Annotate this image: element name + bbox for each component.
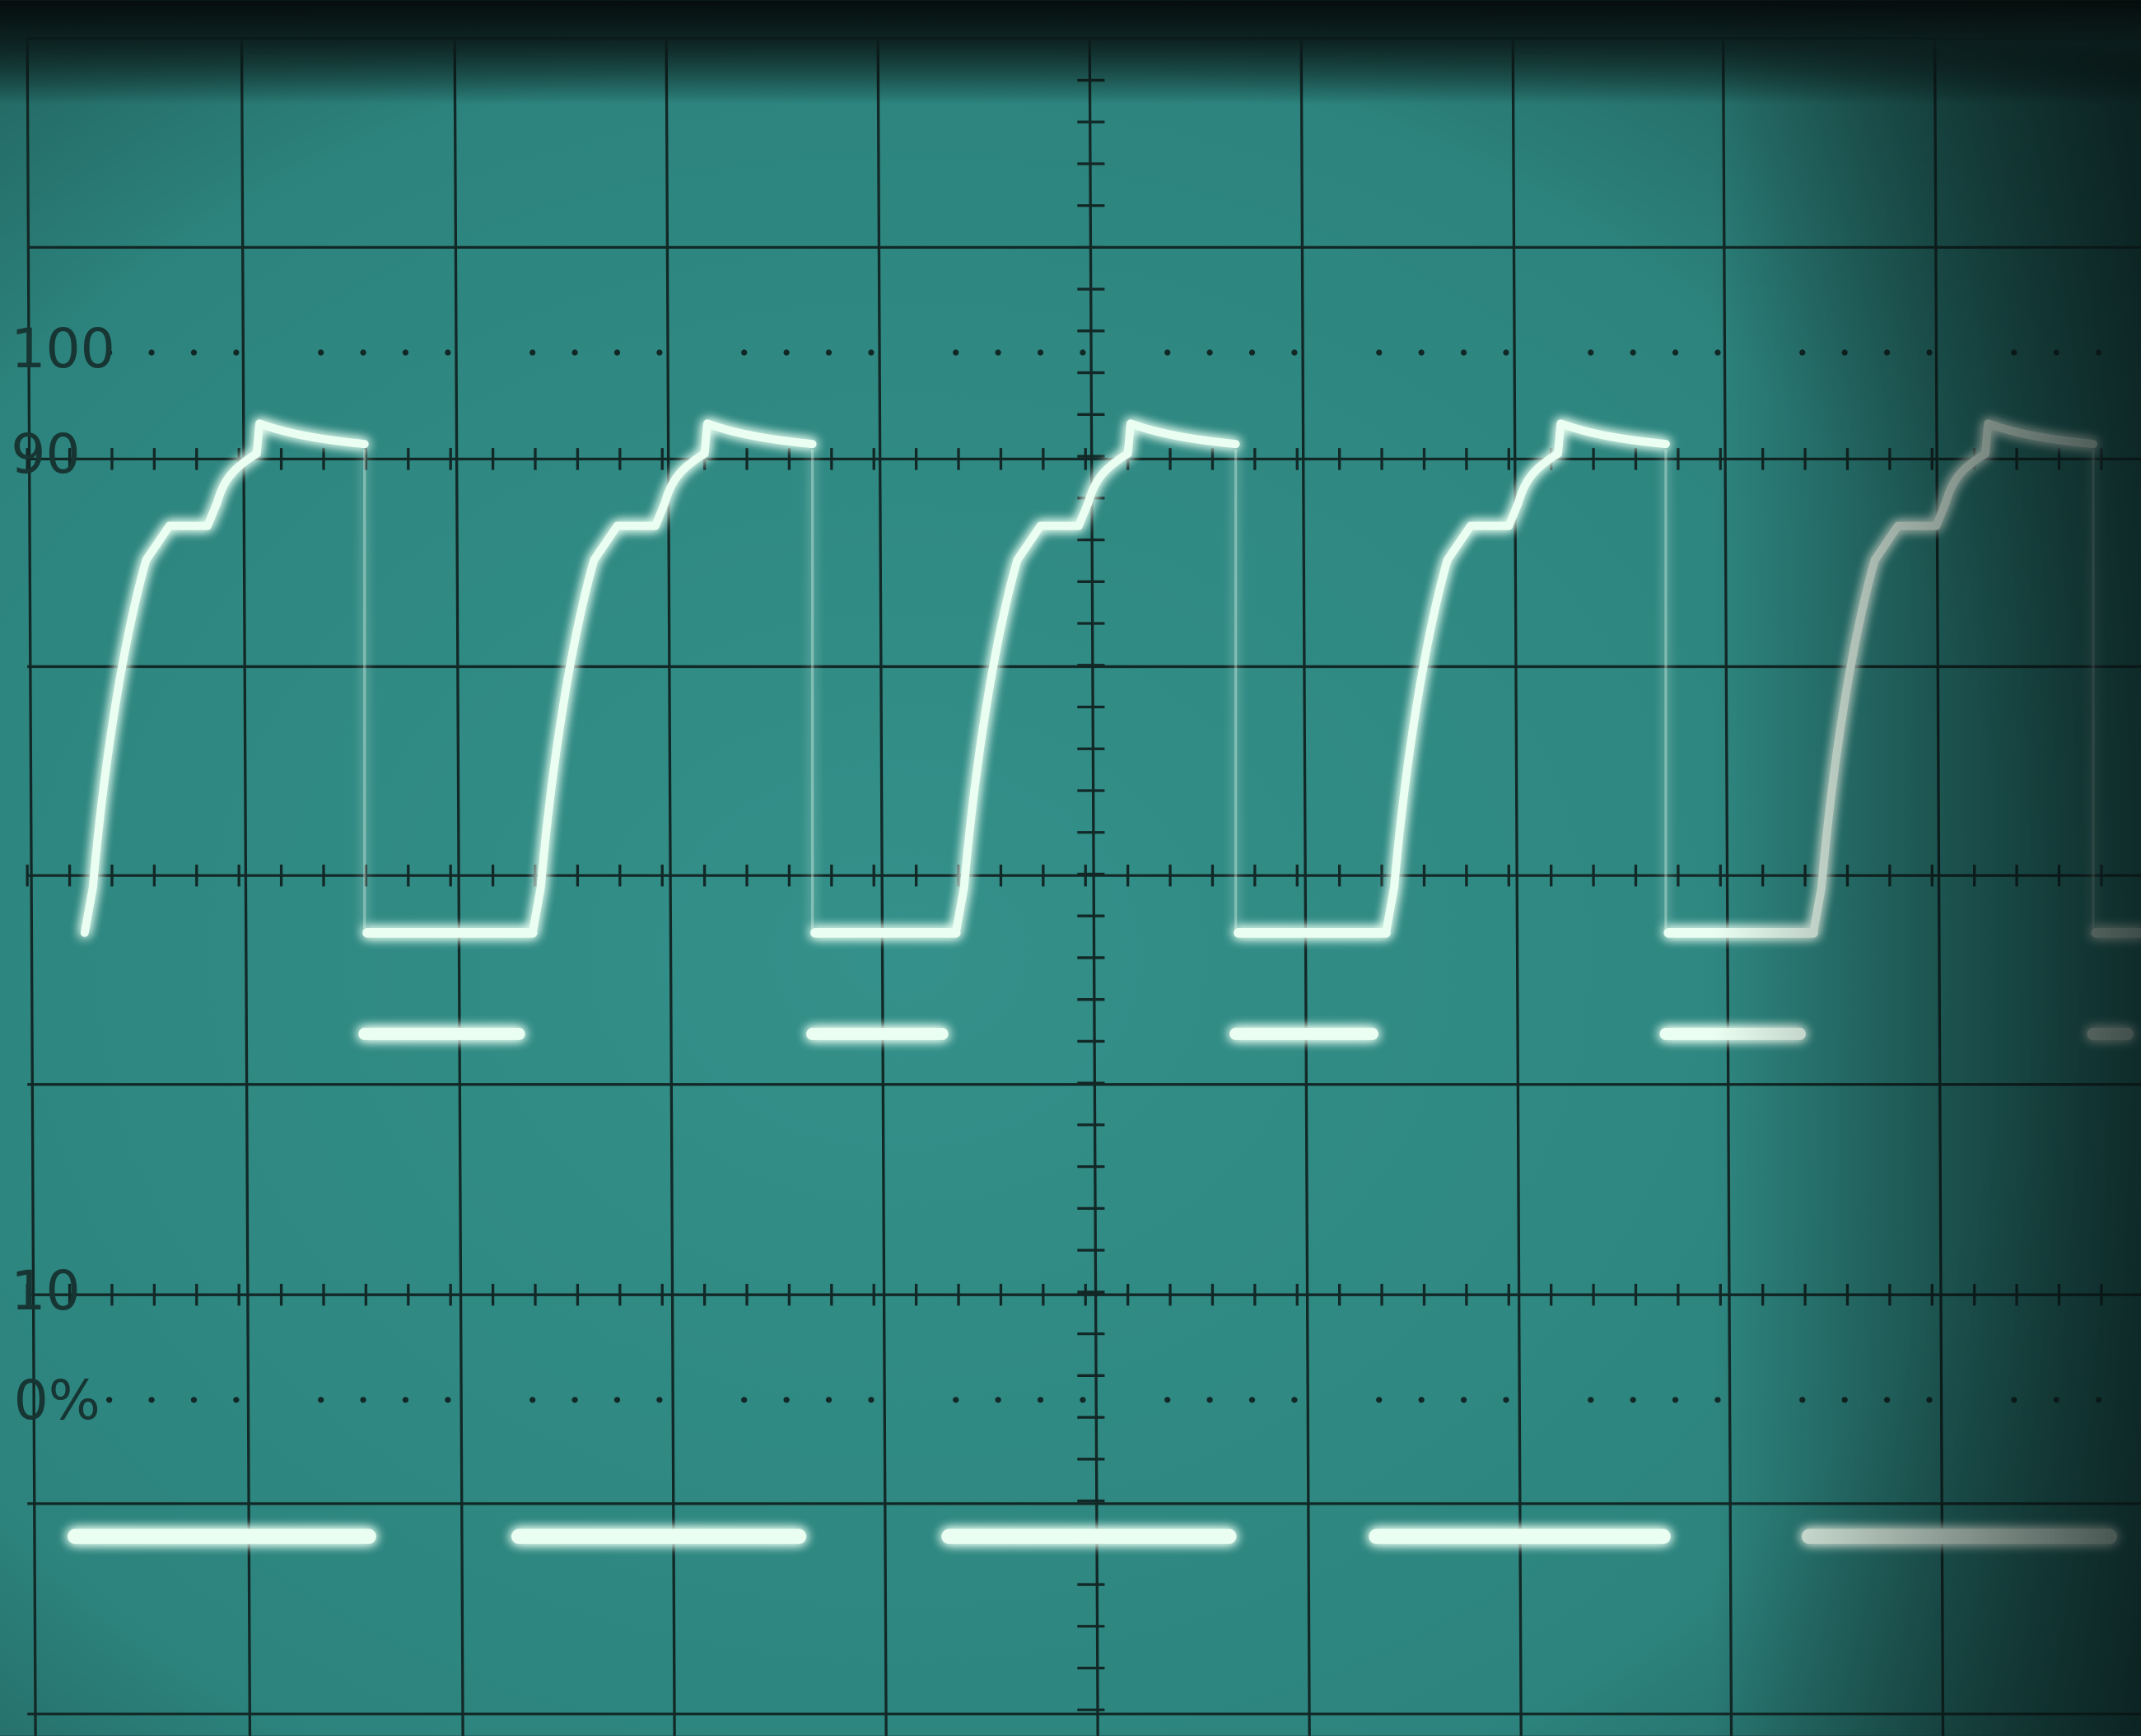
- page: 100 90 10 0% (() => { const data = JSON.…: [0, 0, 2141, 1736]
- oscilloscope-screen: 100 90 10 0%: [0, 0, 2141, 1736]
- vignette-top: [0, 0, 2141, 1736]
